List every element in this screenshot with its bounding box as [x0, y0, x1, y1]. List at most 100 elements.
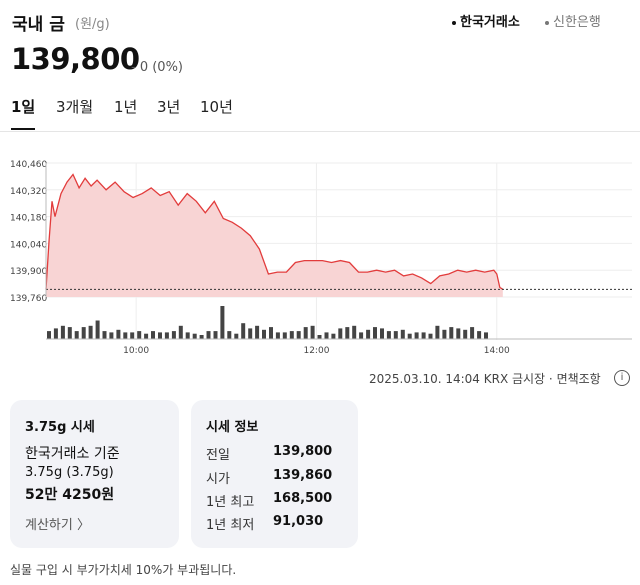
- volume-bar: [47, 331, 51, 339]
- volume-bar: [463, 329, 468, 339]
- volume-bar: [262, 329, 266, 339]
- timestamp-line: 2025.03.10. 14:04 KRX 금시장 · 면책조항: [369, 372, 601, 386]
- volume-bar: [407, 333, 412, 339]
- volume-bar: [248, 328, 253, 339]
- volume-bar: [282, 332, 287, 339]
- volume-bar: [130, 332, 135, 339]
- volume-bar: [296, 331, 301, 339]
- volume-bar: [338, 328, 343, 339]
- source-label: 한국거래소: [460, 15, 520, 30]
- volume-bar: [74, 331, 79, 339]
- volume-bar: [67, 327, 72, 339]
- volume-bar: [386, 331, 391, 339]
- volume-bar: [234, 333, 239, 339]
- volume-bar: [477, 331, 482, 339]
- volume-bar: [484, 332, 488, 339]
- volume-bar: [289, 331, 294, 339]
- tab-3y[interactable]: 3년: [157, 98, 181, 116]
- volume-bar: [185, 332, 190, 339]
- tab-1y[interactable]: 1년: [114, 98, 138, 116]
- card-title: 시세 정보: [206, 420, 259, 435]
- tab-3m[interactable]: 3개월: [56, 98, 94, 116]
- volume-bar: [400, 329, 405, 339]
- weight-label: 3.75g (3.75g): [25, 465, 114, 480]
- volume-bar: [345, 327, 350, 339]
- price-change: - 0 (0%): [131, 60, 183, 75]
- row-label: 시가: [206, 472, 230, 487]
- row-value: 168,500: [273, 491, 333, 506]
- volume-bar: [192, 333, 197, 339]
- volume-bar: [81, 327, 86, 339]
- price-info-card: 시세 정보 전일 139,800 시가 139,860 1년 최고 168,500 1…: [191, 400, 358, 548]
- y-tick-label: 139,760: [10, 294, 47, 304]
- card-title: 3.75g 시세: [25, 420, 95, 435]
- volume-bar: [393, 331, 398, 339]
- calculate-link[interactable]: 계산하기 〉: [25, 518, 90, 533]
- volume-bar: [310, 325, 315, 339]
- volume-bar: [60, 325, 65, 339]
- volume-bar: [109, 332, 114, 339]
- dot-icon: [545, 20, 549, 25]
- source-tab-krx[interactable]: 한국거래소: [452, 11, 520, 30]
- volume-bar: [116, 329, 121, 339]
- row-label: 1년 최저: [206, 518, 255, 533]
- volume-bar: [456, 328, 461, 339]
- volume-bar: [227, 331, 232, 339]
- active-dot-icon: [452, 20, 456, 25]
- tab-1d[interactable]: 1일: [11, 98, 36, 116]
- tab-10y[interactable]: 10년: [200, 98, 233, 116]
- volume-bar: [206, 331, 211, 339]
- source-label: 신한은행: [553, 15, 601, 30]
- y-tick-label: 140,040: [10, 240, 47, 250]
- price-unit: (원/g): [75, 17, 110, 32]
- volume-bar: [199, 335, 204, 339]
- volume-bar: [102, 331, 107, 339]
- y-tick-label: 140,320: [10, 187, 47, 197]
- volume-bar: [213, 331, 218, 339]
- volume-bar: [275, 332, 280, 339]
- volume-bar: [303, 327, 308, 339]
- volume-bar: [324, 332, 329, 339]
- y-tick-label: 140,180: [10, 214, 47, 224]
- volume-bar: [428, 333, 433, 339]
- volume-bar: [470, 327, 475, 339]
- info-icon[interactable]: i: [614, 370, 630, 386]
- gram-price-card: 3.75g 시세 한국거래소 기준 3.75g (3.75g) 52만 4250…: [10, 400, 179, 548]
- vat-notice: 실물 구입 시 부가가치세 10%가 부과됩니다.: [10, 563, 237, 577]
- volume-bar: [171, 331, 176, 339]
- page-title: 국내 금: [12, 15, 65, 35]
- volume-bar: [255, 325, 260, 339]
- volume-bar: [442, 329, 447, 339]
- price-chart[interactable]: 140,460 140,320 140,180 140,040 139,900 139,7…: [0, 150, 640, 360]
- basis-label: 한국거래소 기준: [25, 446, 120, 462]
- volume-bar: [151, 331, 155, 339]
- volume-bar: [366, 329, 371, 339]
- volume-bar: [373, 327, 377, 339]
- volume-bar: [317, 335, 322, 339]
- volume-bar: [158, 332, 162, 339]
- row-label: 1년 최고: [206, 495, 255, 510]
- y-tick-label: 140,460: [10, 160, 47, 170]
- x-tick-label: 12:00: [303, 346, 329, 356]
- volume-bar: [241, 323, 246, 339]
- row-label: 전일: [206, 448, 230, 463]
- volume-bar: [352, 325, 357, 339]
- disclaimer-link[interactable]: 면책조항: [556, 372, 601, 386]
- row-value: 91,030: [273, 514, 324, 529]
- x-tick-label: 14:00: [484, 346, 510, 356]
- volume-bar: [137, 331, 142, 339]
- row-value: 139,800: [273, 444, 333, 459]
- volume-bar: [178, 325, 183, 339]
- volume-bar: [269, 327, 273, 339]
- y-tick-label: 139,900: [10, 267, 47, 277]
- divider: [0, 131, 640, 132]
- volume-bar: [449, 327, 454, 339]
- source-tab-shinhan[interactable]: 신한은행: [545, 11, 601, 30]
- volume-bar: [53, 328, 58, 339]
- volume-bar: [164, 332, 169, 339]
- row-value: 139,860: [273, 468, 333, 483]
- timestamp: 2025.03.10. 14:04 KRX 금시장: [369, 372, 546, 386]
- period-tabs: 1일 3개월 1년 3년 10년: [0, 96, 640, 130]
- volume-bar: [220, 306, 225, 339]
- volume-bar: [331, 333, 336, 339]
